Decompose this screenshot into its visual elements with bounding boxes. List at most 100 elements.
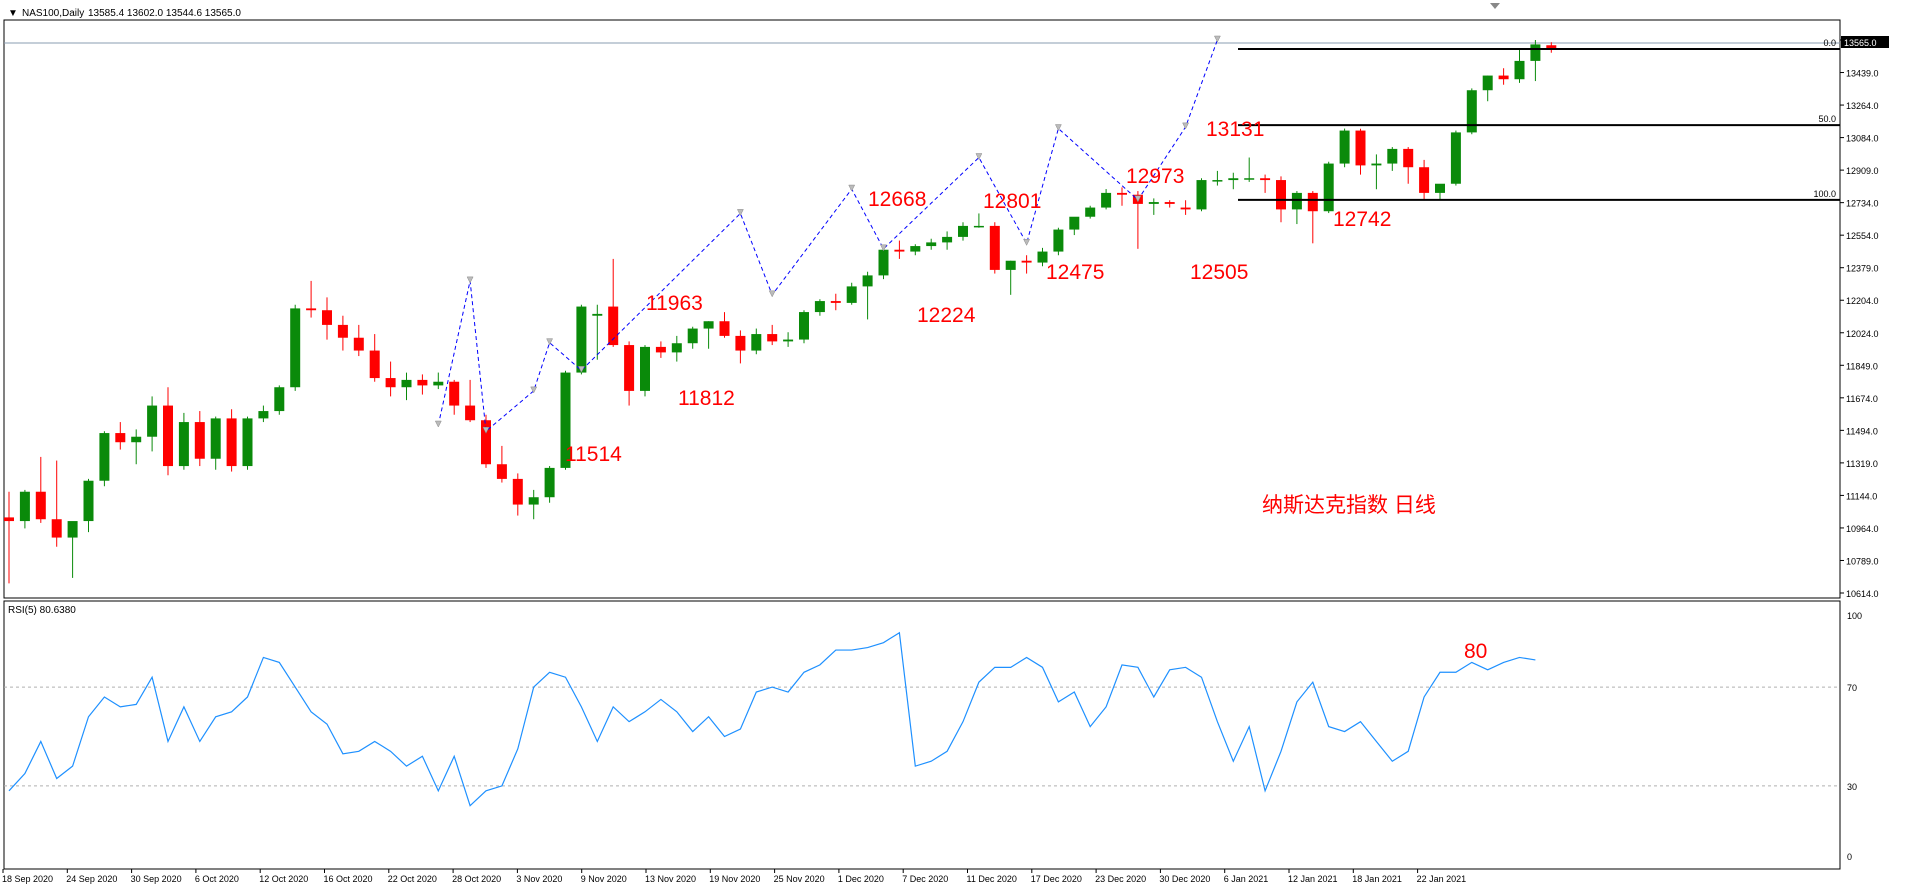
chart-shift-icon [1490, 3, 1500, 9]
date-tick-label: 6 Oct 2020 [195, 874, 239, 884]
rsi-tick-label: 30 [1847, 782, 1857, 792]
fractal-marker-icon [1023, 239, 1031, 246]
candle-body [242, 418, 253, 467]
candle-body [1117, 192, 1127, 195]
current-price-box [1841, 36, 1889, 48]
candle-body [131, 436, 142, 443]
candle-body [671, 343, 682, 353]
candle-body [369, 350, 380, 379]
candle-body [481, 420, 491, 465]
price-tick-label: 10964.0 [1846, 524, 1879, 534]
candle-body [1482, 75, 1493, 91]
date-tick-label: 23 Dec 2020 [1095, 874, 1146, 884]
price-tick-label: 11849.0 [1846, 361, 1878, 371]
candle-body [194, 422, 205, 459]
candle-body [830, 301, 841, 303]
candle-body [337, 324, 348, 338]
candle-body [417, 379, 428, 386]
candle-body [274, 387, 285, 412]
candle-body [1307, 192, 1318, 212]
candle-body [385, 378, 396, 388]
candle-body [35, 491, 46, 520]
candle-body [942, 236, 953, 243]
candle-body [67, 521, 78, 538]
date-tick-label: 22 Oct 2020 [388, 874, 437, 884]
candle-body [1371, 163, 1382, 166]
candle-body [846, 286, 857, 303]
swing-label: 12973 [1126, 165, 1184, 188]
candle-body [1450, 132, 1461, 184]
candle-body [608, 306, 619, 346]
date-tick-label: 24 Sep 2020 [66, 874, 117, 884]
candle-body [306, 308, 317, 311]
price-tick-label: 12909.0 [1846, 166, 1879, 176]
candle-body [1276, 180, 1286, 210]
candle-body [1403, 148, 1414, 168]
candle-body [973, 225, 984, 228]
candle-body [465, 405, 476, 421]
price-panel [3, 19, 1841, 599]
date-tick-label: 30 Dec 2020 [1159, 874, 1210, 884]
price-tick-label: 13084.0 [1846, 134, 1879, 144]
swing-label: 12668 [868, 188, 926, 211]
swing-label: 12801 [983, 190, 1041, 213]
candle-body [560, 372, 571, 468]
candle-body [1085, 207, 1096, 217]
price-tick-label: 11494.0 [1846, 426, 1878, 436]
candle-body [1148, 202, 1159, 204]
candle-body [496, 464, 507, 479]
candle-body [1435, 183, 1445, 193]
candle-body [449, 381, 460, 406]
fractal-marker-icon [482, 426, 490, 434]
fib-level-label: 50.0 [1818, 114, 1836, 124]
candle-body [1053, 229, 1064, 252]
candle-body [1244, 178, 1255, 180]
price-tick-label: 12734.0 [1846, 199, 1879, 209]
rsi-tick-label: 0 [1847, 852, 1852, 862]
rsi-label: RSI(5) 80.6380 [8, 605, 76, 616]
candle-body [576, 306, 587, 373]
candle-body [178, 422, 189, 467]
candle-body [1260, 178, 1271, 181]
candle-body [1291, 192, 1302, 210]
fractal-marker-icon [1213, 35, 1221, 43]
candle-body [528, 497, 539, 505]
date-tick-label: 16 Oct 2020 [324, 874, 373, 884]
candle-body [894, 249, 905, 252]
date-tick-label: 17 Dec 2020 [1031, 874, 1082, 884]
swing-label: 11963 [646, 292, 703, 315]
candle-body [4, 517, 14, 522]
price-tick-label: 11319.0 [1846, 459, 1878, 469]
candle-body [322, 310, 332, 325]
fractal-marker-icon [1054, 124, 1062, 132]
candle-body [814, 301, 825, 313]
fractal-marker-icon [736, 209, 744, 216]
date-tick-label: 12 Jan 2021 [1288, 874, 1338, 884]
rsi-tick-label: 100 [1847, 611, 1862, 621]
candle-body [592, 313, 603, 316]
candle-body [862, 275, 873, 287]
swing-label: 12224 [917, 304, 976, 327]
date-tick-label: 1 Dec 2020 [838, 874, 884, 884]
price-tick-label: 13264.0 [1846, 101, 1879, 111]
fractal-marker-icon [768, 290, 776, 298]
candle-body [1180, 207, 1191, 210]
swing-label: 11514 [565, 443, 622, 466]
candle-body [1466, 90, 1477, 133]
candle-body [719, 321, 730, 336]
candle-body [1387, 148, 1398, 164]
fractal-marker-icon [546, 338, 554, 346]
candle-body [655, 346, 666, 353]
date-tick-label: 25 Nov 2020 [774, 874, 825, 884]
candle-body [1323, 163, 1334, 212]
candle-body [210, 418, 221, 459]
collapse-arrow-icon[interactable]: ▼ [8, 8, 18, 19]
candle-body [989, 225, 1000, 270]
candle-body [19, 491, 30, 522]
date-tick-label: 13 Nov 2020 [645, 874, 696, 884]
candle-body [1069, 216, 1080, 230]
rsi-tick-label: 70 [1847, 683, 1857, 693]
fractal-marker-icon [530, 386, 538, 394]
